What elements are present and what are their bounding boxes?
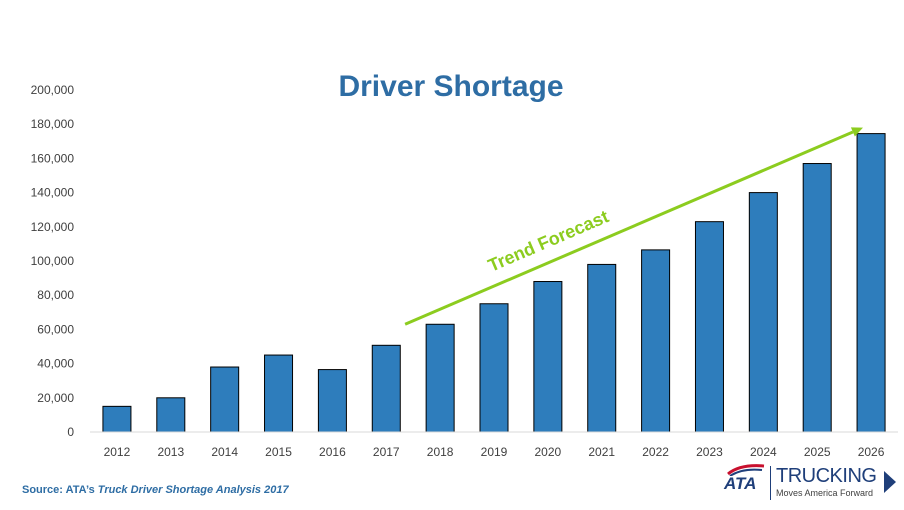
chart-title: Driver Shortage	[338, 70, 563, 103]
bar	[425, 323, 455, 433]
x-tick-label: 2012	[104, 445, 131, 459]
trend-forecast: Trend Forecast	[404, 127, 863, 326]
y-tick-label: 200,000	[31, 83, 75, 97]
x-tick-label: 2015	[265, 445, 292, 459]
bar	[533, 281, 563, 433]
source-title: Truck Driver Shortage Analysis 2017	[97, 484, 289, 496]
source-prefix: Source: ATA’s	[22, 484, 98, 496]
play-arrow-icon	[884, 471, 896, 493]
bar	[371, 344, 401, 433]
bar-chart: Driver Shortage 0 20,000 40,000 60,000 80,00…	[31, 70, 898, 459]
x-tick-label: 2018	[427, 445, 454, 459]
bar	[694, 221, 724, 433]
bar	[479, 303, 509, 433]
x-tick-label: 2025	[804, 445, 831, 459]
bar	[748, 192, 778, 433]
x-tick-label: 2014	[211, 445, 238, 459]
y-tick-label: 140,000	[31, 186, 75, 200]
x-axis: 2012 2013 2014 2015 2016 2017 2018 2019 2020 2021…	[90, 431, 898, 459]
y-axis: 0 20,000 40,000 60,000 80,000 100,000 120,000 1…	[31, 83, 75, 439]
y-tick-label: 40,000	[37, 357, 74, 371]
y-tick-label: 180,000	[31, 117, 75, 131]
bar	[587, 263, 617, 433]
bar	[856, 133, 886, 433]
x-tick-label: 2022	[642, 445, 669, 459]
y-tick-label: 0	[67, 425, 74, 439]
logo-tagline: Moves America Forward	[776, 488, 874, 498]
ata-trucking-logo: ATA TRUCKING Moves America Forward	[724, 462, 900, 504]
bars	[102, 133, 886, 433]
x-tick-label: 2016	[319, 445, 346, 459]
x-tick-label: 2017	[373, 445, 400, 459]
bar	[641, 249, 671, 433]
y-tick-label: 120,000	[31, 220, 75, 234]
bar	[317, 369, 347, 433]
x-tick-label: 2026	[858, 445, 885, 459]
x-tick-label: 2021	[588, 445, 615, 459]
y-tick-label: 80,000	[37, 288, 74, 302]
trend-arrow-head	[850, 127, 863, 137]
logo-divider	[770, 466, 771, 500]
x-tick-label: 2019	[481, 445, 508, 459]
y-tick-label: 160,000	[31, 151, 75, 165]
x-tick-label: 2024	[750, 445, 777, 459]
bar	[156, 397, 186, 433]
y-tick-label: 100,000	[31, 254, 75, 268]
source-note: Source: ATA’s Truck Driver Shortage Anal…	[22, 484, 289, 496]
bar	[264, 354, 294, 433]
logo-word: TRUCKING	[776, 465, 877, 487]
bar	[210, 366, 240, 433]
bar	[102, 405, 132, 433]
trend-arrow-line	[404, 130, 854, 326]
logo-abbr: ATA	[724, 474, 757, 493]
x-tick-label: 2023	[696, 445, 723, 459]
y-tick-label: 20,000	[37, 391, 74, 405]
x-tick-label: 2020	[535, 445, 562, 459]
x-tick-label: 2013	[157, 445, 184, 459]
bar	[802, 163, 832, 433]
flag-swoosh-icon	[727, 464, 765, 476]
y-tick-label: 60,000	[37, 322, 74, 336]
